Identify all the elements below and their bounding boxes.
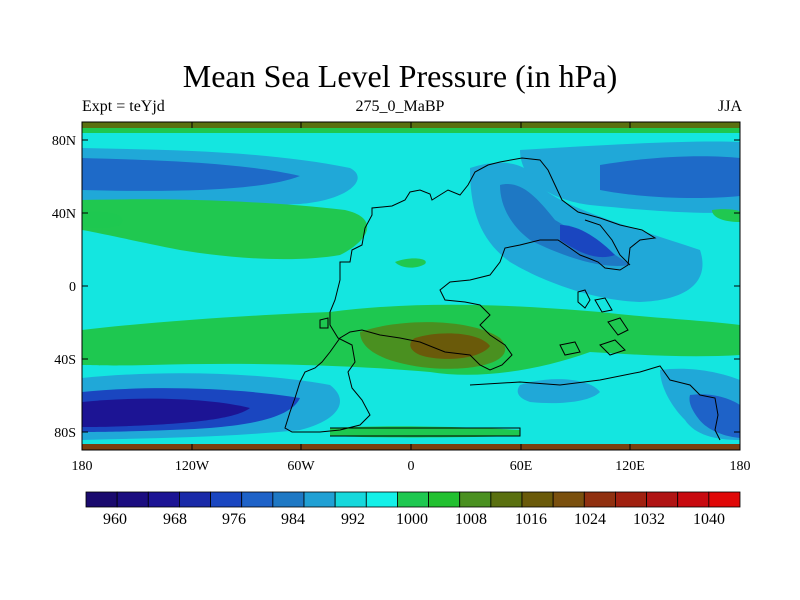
colorbar-label: 1000 bbox=[396, 511, 428, 528]
continent-outlines bbox=[284, 157, 721, 441]
colorbar-swatch bbox=[116, 491, 149, 508]
colorbar-swatch bbox=[708, 491, 741, 508]
colorbar bbox=[85, 491, 741, 508]
x-tick-label: 120W bbox=[175, 459, 210, 474]
x-tick-label: 60E bbox=[510, 459, 533, 474]
colorbar-swatch bbox=[334, 491, 367, 508]
colorbar-swatch bbox=[677, 491, 710, 508]
y-tick-label: 40N bbox=[52, 207, 76, 222]
colorbar-swatch bbox=[646, 491, 679, 508]
colorbar-label: 984 bbox=[281, 511, 305, 528]
colorbar-swatch bbox=[615, 491, 647, 508]
pressure-maximum bbox=[410, 333, 490, 359]
colorbar-swatch bbox=[428, 491, 461, 508]
colorbar-swatch bbox=[552, 491, 585, 508]
colorbar-swatch bbox=[147, 491, 180, 508]
colorbar-swatch bbox=[272, 491, 305, 508]
colorbar-labels: 960 968 976 984 992 1000 1008 1016 1024 … bbox=[103, 511, 725, 528]
colorbar-label: 1016 bbox=[515, 511, 547, 528]
colorbar-label: 1040 bbox=[693, 511, 725, 528]
axis-ticks bbox=[81, 122, 741, 450]
pressure-field bbox=[82, 122, 740, 450]
north-atlantic-high bbox=[82, 199, 368, 260]
colorbar-label: 968 bbox=[163, 511, 187, 528]
colorbar-swatch bbox=[85, 491, 118, 508]
colorbar-swatch bbox=[490, 491, 523, 508]
season-label: JJA bbox=[717, 98, 742, 115]
colorbar-swatch bbox=[521, 491, 554, 508]
y-tick-label: 80N bbox=[52, 134, 76, 149]
colorbar-swatch bbox=[459, 491, 492, 508]
colorbar-label: 960 bbox=[103, 511, 127, 528]
colorbar-swatch bbox=[303, 491, 336, 508]
colorbar-label: 1032 bbox=[633, 511, 665, 528]
colorbar-label: 1024 bbox=[574, 511, 606, 528]
y-tick-label: 80S bbox=[54, 426, 76, 441]
colorbar-swatch bbox=[179, 491, 211, 508]
experiment-label: Expt = teYjd bbox=[82, 98, 165, 115]
x-tick-label: 180 bbox=[730, 459, 751, 474]
colorbar-swatch bbox=[241, 491, 274, 508]
colorbar-label: 976 bbox=[222, 511, 246, 528]
y-tick-label: 0 bbox=[69, 280, 76, 295]
colorbar-swatch bbox=[365, 491, 398, 508]
x-tick-label: 120E bbox=[615, 459, 645, 474]
colorbar-swatch bbox=[210, 491, 243, 508]
colorbar-swatch bbox=[397, 491, 429, 508]
y-tick-label: 40S bbox=[54, 353, 76, 368]
colorbar-label: 992 bbox=[341, 511, 365, 528]
colorbar-swatch bbox=[583, 491, 616, 508]
x-tick-label: 180 bbox=[72, 459, 93, 474]
colorbar-label: 1008 bbox=[455, 511, 487, 528]
chart-title: Mean Sea Level Pressure (in hPa) bbox=[182, 58, 618, 94]
x-tick-label: 60W bbox=[287, 459, 315, 474]
period-label: 275_0_MaBP bbox=[355, 98, 445, 115]
x-tick-label: 0 bbox=[408, 459, 415, 474]
